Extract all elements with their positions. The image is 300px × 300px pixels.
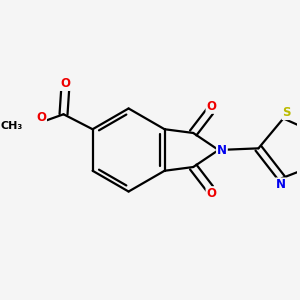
Text: CH₃: CH₃	[0, 121, 22, 131]
Text: O: O	[206, 187, 217, 200]
Text: N: N	[217, 143, 227, 157]
Text: O: O	[206, 100, 217, 113]
Text: O: O	[36, 111, 46, 124]
Text: O: O	[60, 77, 70, 90]
Text: N: N	[276, 178, 286, 191]
Text: S: S	[282, 106, 291, 119]
